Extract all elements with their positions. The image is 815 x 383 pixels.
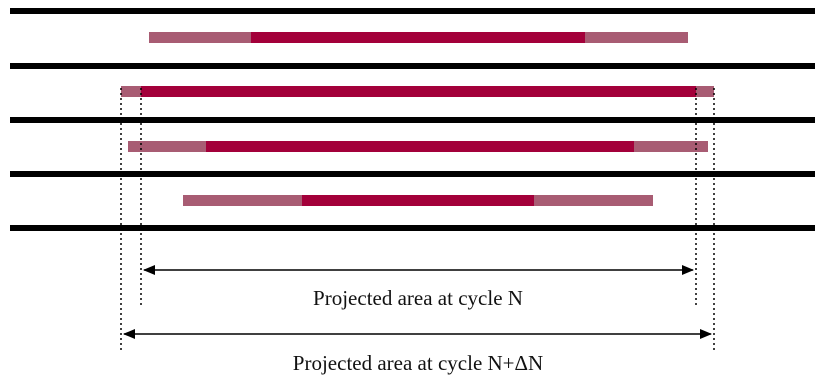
crack-growth-left: [121, 86, 141, 97]
crack-layer-2: [121, 86, 714, 97]
plate-line-5: [10, 225, 815, 231]
crack-growth-right: [534, 195, 653, 206]
crack-growth-right: [634, 141, 708, 152]
plate-line-4: [10, 171, 815, 177]
crack-current: [302, 195, 534, 206]
crack-growth-left: [183, 195, 302, 206]
label-cycle-n-dn: Projected area at cycle N+ΔN: [293, 351, 543, 375]
crack-layer-1: [149, 32, 688, 43]
crack-current: [141, 86, 696, 97]
crack-current: [251, 32, 585, 43]
plate-line-3: [10, 117, 815, 123]
plate-line-1: [10, 8, 815, 14]
crack-growth-right: [585, 32, 688, 43]
crack-growth-left: [149, 32, 251, 43]
crack-growth-right: [696, 86, 714, 97]
plate-line-2: [10, 63, 815, 69]
crack-layer-3: [128, 141, 708, 152]
crack-growth-left: [128, 141, 206, 152]
label-cycle-n: Projected area at cycle N: [313, 286, 523, 310]
crack-layer-4: [183, 195, 653, 206]
extension-lines: [121, 88, 714, 350]
crack-current: [206, 141, 634, 152]
